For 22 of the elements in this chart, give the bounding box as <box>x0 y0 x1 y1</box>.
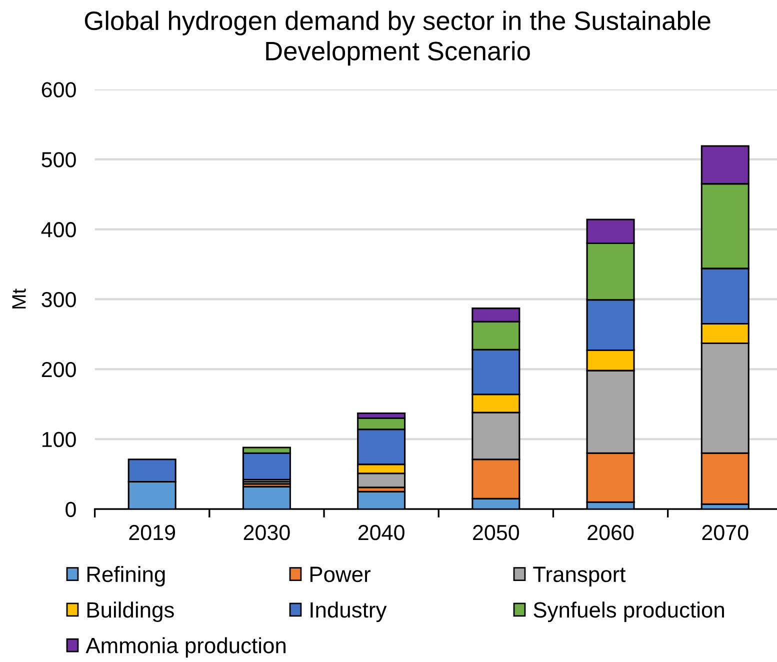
y-axis-title: Mt <box>12 288 26 308</box>
y-tick-label: 200 <box>42 362 76 378</box>
x-tick-label: 2060 <box>588 524 634 540</box>
legend-label: Synfuels production <box>534 602 724 622</box>
y-tick-label: 400 <box>41 222 76 238</box>
legend-label: Ammonia production <box>86 637 286 658</box>
legend-label: Industry <box>310 602 387 622</box>
legend-label: Transport <box>533 566 626 586</box>
y-tick-label: 600 <box>42 82 76 98</box>
legend-label: Power <box>310 566 370 582</box>
y-tick-label: 500 <box>42 152 76 168</box>
x-tick-label: 2040 <box>358 524 404 540</box>
x-tick-label: 2019 <box>129 524 176 540</box>
x-tick-label: 2030 <box>244 524 290 540</box>
x-tick-label: 2070 <box>702 524 748 540</box>
chart-title: Global hydrogen demand by sector in the Sustainable Development Scenario <box>84 10 710 66</box>
y-tick-label: 300 <box>42 292 76 308</box>
x-tick-label: 2050 <box>473 524 520 540</box>
y-tick-label: 100 <box>42 432 76 448</box>
y-tick-label: 0 <box>66 502 76 518</box>
legend-label: Refining <box>87 566 165 586</box>
legend-label: Buildings <box>87 602 174 622</box>
